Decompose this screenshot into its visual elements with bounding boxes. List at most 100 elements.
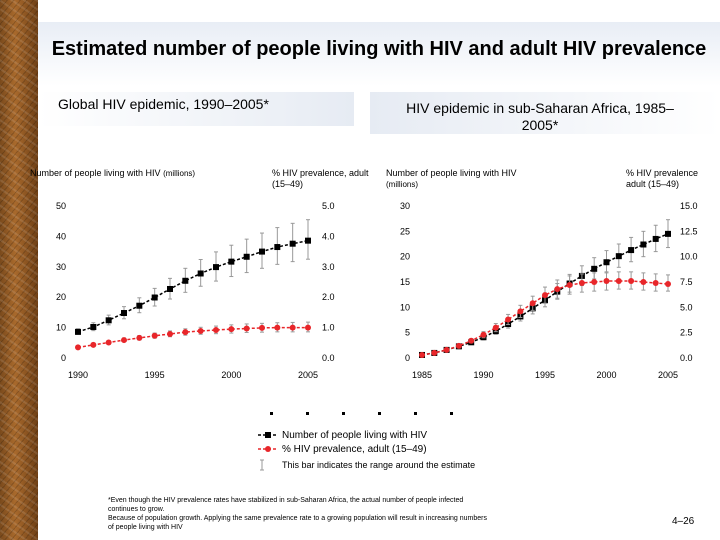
prevalence-series-point bbox=[305, 324, 311, 331]
prevalence-series-point bbox=[136, 334, 143, 341]
left-tick-label: 15 bbox=[400, 277, 410, 287]
right-tick-label: 0.0 bbox=[680, 353, 693, 363]
prevalence-series-point bbox=[75, 344, 81, 351]
number-series-point bbox=[628, 247, 635, 254]
number-series-point bbox=[197, 270, 204, 277]
number-series-point bbox=[243, 253, 250, 260]
legend-number-label: Number of people living with HIV bbox=[282, 429, 428, 441]
left-tick-label: 40 bbox=[56, 231, 66, 241]
prevalence-series-point bbox=[517, 308, 524, 315]
legend-item-number: Number of people living with HIV bbox=[258, 428, 475, 442]
x-tick-label: 1995 bbox=[535, 370, 555, 380]
prevalence-series-point bbox=[542, 292, 548, 299]
right-tick-label: 12.5 bbox=[680, 226, 698, 236]
x-tick-label: 1990 bbox=[68, 370, 88, 380]
prevalence-series-point bbox=[652, 280, 659, 287]
x-tick-label: 2000 bbox=[596, 370, 616, 380]
prevalence-series-point bbox=[566, 282, 573, 289]
number-series-point bbox=[105, 317, 112, 324]
legend-item-range: This bar indicates the range around the … bbox=[258, 458, 475, 472]
left-tick-label: 10 bbox=[56, 323, 66, 333]
number-series-point bbox=[75, 328, 81, 335]
number-series-point bbox=[136, 302, 143, 309]
prevalence-series-point bbox=[228, 326, 235, 333]
x-tick-label: 1995 bbox=[145, 370, 165, 380]
prevalence-series-line bbox=[77, 326, 308, 349]
decorative-sidebar bbox=[0, 0, 38, 540]
prevalence-series-point bbox=[182, 329, 189, 336]
prevalence-series-point bbox=[259, 324, 265, 331]
number-series-point bbox=[591, 265, 598, 272]
right-tick-label: 5.0 bbox=[322, 201, 335, 211]
prevalence-series-point bbox=[640, 279, 647, 285]
prevalence-series-point bbox=[665, 281, 671, 288]
number-series-point bbox=[652, 235, 659, 242]
right-tick-label: 5.0 bbox=[680, 302, 693, 312]
number-series-point bbox=[640, 241, 647, 248]
right-tick-label: 3.0 bbox=[322, 262, 335, 272]
left-tick-label: 0 bbox=[61, 353, 66, 363]
prevalence-series-point bbox=[554, 286, 561, 293]
number-series-point bbox=[167, 285, 173, 292]
slide-number: 4–26 bbox=[672, 516, 695, 527]
left-tick-label: 30 bbox=[400, 201, 410, 211]
prevalence-series-point bbox=[213, 327, 219, 334]
legend-number-marker-icon bbox=[258, 432, 278, 438]
right-chart-title: HIV epidemic in sub-Saharan Africa, 1985… bbox=[406, 100, 674, 133]
left-tick-label: 10 bbox=[400, 302, 410, 312]
right-tick-label: 0.0 bbox=[322, 353, 335, 363]
prevalence-series-point bbox=[167, 330, 173, 337]
left-tick-label: 25 bbox=[400, 226, 410, 236]
legend-prevalence-label: % HIV prevalence, adult (15–49) bbox=[282, 443, 427, 455]
right-tick-label: 2.5 bbox=[680, 328, 693, 338]
prevalence-series-point bbox=[431, 349, 438, 356]
prevalence-series-line bbox=[421, 280, 669, 356]
number-series-point bbox=[151, 294, 158, 301]
right-subtitle-background bbox=[370, 92, 720, 134]
prevalence-series-point bbox=[243, 325, 250, 332]
left-subtitle-background bbox=[38, 92, 354, 126]
number-series-point bbox=[274, 244, 281, 251]
prevalence-series-point bbox=[468, 337, 475, 344]
legend-item-prevalence: % HIV prevalence, adult (15–49) bbox=[258, 442, 475, 456]
right-chart-left-axis-title: Number of people living with HIV (millio… bbox=[386, 168, 517, 189]
prevalence-series-point bbox=[419, 351, 425, 358]
prevalence-series-point bbox=[289, 324, 296, 331]
footnote: *Even though the HIV prevalence rates ha… bbox=[108, 496, 608, 532]
prevalence-series-point bbox=[443, 346, 450, 353]
prevalence-series-point bbox=[578, 280, 585, 287]
legend-prevalence-marker-icon bbox=[258, 446, 278, 452]
number-series-point bbox=[305, 237, 311, 244]
number-series-point bbox=[259, 248, 265, 255]
prevalence-series-point bbox=[591, 279, 598, 285]
x-tick-label: 2005 bbox=[298, 370, 318, 380]
x-tick-label: 2005 bbox=[658, 370, 678, 380]
footnote-line-3: Because of population growth. Applying t… bbox=[108, 515, 488, 522]
global-hiv-chart: 0 10 20 30 40 50 0.0 1.0 2.0 3.0 4.0 5.0 1990 1995 200… bbox=[56, 201, 335, 380]
number-series-point bbox=[90, 323, 97, 330]
prevalence-series-point bbox=[90, 341, 97, 348]
prevalence-series-point bbox=[121, 337, 127, 344]
right-tick-label: 10.0 bbox=[680, 252, 698, 262]
prevalence-series-point bbox=[151, 332, 158, 339]
number-series-point bbox=[213, 264, 219, 271]
number-series-point bbox=[665, 230, 671, 237]
footnote-line-2: continues to grow. bbox=[108, 506, 165, 513]
left-tick-label: 20 bbox=[400, 252, 410, 262]
number-series-point bbox=[289, 240, 296, 247]
prevalence-series-point bbox=[603, 277, 610, 284]
left-tick-label: 0 bbox=[405, 353, 410, 363]
number-series-point bbox=[121, 310, 127, 317]
x-tick-label: 1985 bbox=[412, 370, 432, 380]
footnote-line-1: *Even though the HIV prevalence rates ha… bbox=[108, 497, 464, 504]
prevalence-series-point bbox=[505, 316, 512, 323]
prevalence-series-point bbox=[105, 339, 112, 346]
left-tick-label: 50 bbox=[56, 201, 66, 211]
right-tick-label: 1.0 bbox=[322, 323, 335, 333]
right-tick-label: 2.0 bbox=[322, 292, 335, 302]
right-tick-label: 4.0 bbox=[322, 231, 335, 241]
sub-saharan-hiv-chart: 0 5 10 15 20 25 30 0.0 2.5 5.0 7.5 10.0 12.5 15.0 1985… bbox=[400, 201, 698, 380]
prevalence-series-point bbox=[455, 342, 462, 349]
left-chart-left-axis-title: Number of people living with HIV (millio… bbox=[30, 168, 196, 178]
